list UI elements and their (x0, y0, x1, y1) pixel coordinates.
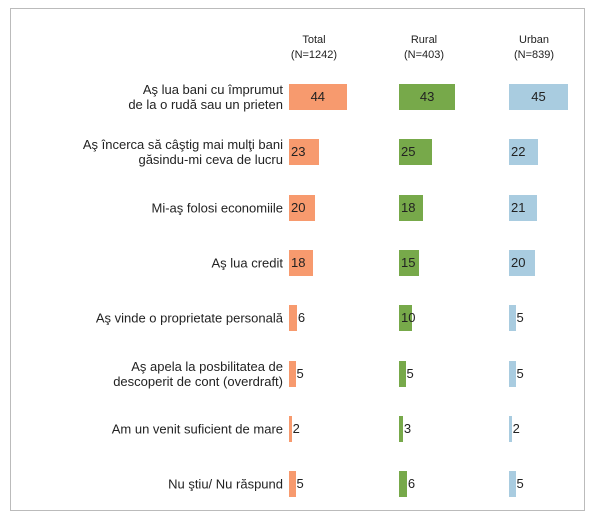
bar (509, 415, 512, 442)
column-sample: (N=839) (513, 49, 555, 61)
bar (289, 415, 292, 442)
bar (509, 471, 516, 498)
value-label: 5 (406, 365, 414, 381)
value-label: 5 (296, 476, 304, 492)
bar (509, 139, 538, 166)
column-header: Urban (519, 34, 549, 46)
chart-border (10, 8, 585, 511)
category-label: Nu ştiu/ Nu răspund (168, 476, 283, 492)
value-label: 44 (310, 89, 326, 104)
value-label: 18 (401, 199, 416, 215)
value-label: 21 (511, 199, 526, 215)
category-label: Mi-aş folosi economiile (151, 200, 284, 216)
value-label: 20 (291, 199, 306, 215)
bar (289, 360, 296, 387)
bar (399, 360, 406, 387)
bar (399, 471, 407, 498)
column-sample: (N=403) (403, 49, 445, 61)
value-label: 22 (511, 144, 526, 160)
value-label: 5 (516, 310, 524, 326)
bar (289, 194, 316, 221)
column-sample: (N=1242) (290, 49, 338, 61)
bar (289, 471, 296, 498)
category-label: Aş lua credit (211, 255, 283, 271)
value-label: 20 (511, 254, 526, 270)
category-label: Aş apela la posbilitatea de descoperit d… (113, 358, 283, 389)
bar (399, 194, 423, 221)
bar (399, 305, 413, 332)
value-label: 2 (292, 420, 300, 436)
value-label: 2 (512, 420, 520, 436)
bar (289, 139, 320, 166)
category-label: Aş lua bani cu împrumut de la o rudă sau… (128, 82, 283, 112)
category-label: Aş încerca să câştig mai mulţi bani găsi… (82, 137, 283, 168)
bar (509, 84, 568, 110)
bar (399, 249, 419, 276)
value-label: 5 (296, 365, 304, 381)
value-label: 10 (401, 310, 416, 326)
column-header: Rural (410, 34, 438, 46)
bar (509, 194, 537, 221)
value-label: 25 (401, 144, 416, 160)
value-label: 3 (403, 420, 412, 436)
value-label: 15 (401, 254, 416, 270)
value-label: 43 (419, 89, 435, 104)
value-label: 23 (291, 144, 306, 160)
value-label: 5 (516, 476, 524, 492)
value-label: 18 (291, 254, 306, 270)
bar (509, 360, 516, 387)
value-label: 5 (516, 365, 524, 381)
bar (399, 415, 403, 442)
column-header: Total (302, 34, 326, 46)
bar (399, 84, 456, 110)
category-label: Am un venit suficient de mare (111, 421, 283, 437)
bar (509, 305, 516, 332)
category-label: Aş vinde o proprietate personală (95, 310, 283, 326)
bar (289, 305, 297, 332)
bar (289, 84, 347, 110)
bar (289, 249, 313, 276)
value-label: 6 (297, 310, 306, 326)
bar (399, 139, 432, 166)
bar (509, 249, 536, 276)
value-label: 6 (407, 476, 416, 492)
value-label: 45 (531, 89, 546, 104)
